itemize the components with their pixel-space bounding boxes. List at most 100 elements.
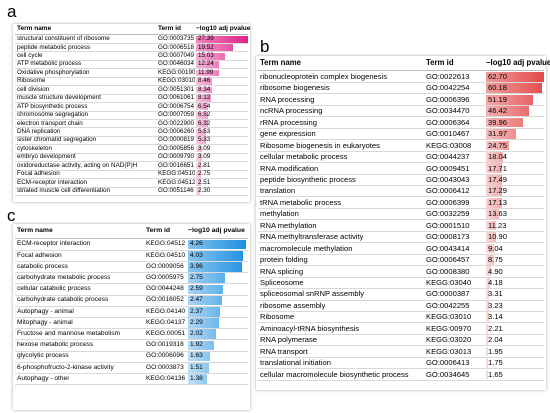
term-id: GO:0006412 — [426, 186, 470, 196]
row-separator — [15, 328, 248, 330]
value-bar — [486, 129, 516, 139]
term-name: Oxidative phosphorylation — [17, 68, 90, 76]
term-id: GO:0016052 — [146, 296, 184, 304]
term-name: ribosome assembly — [260, 300, 326, 310]
pvalue: 6.52 — [198, 111, 211, 119]
panel-c-label: c — [7, 206, 16, 225]
value-bar — [486, 197, 502, 208]
term-id: GO:0022613 — [426, 71, 470, 81]
term-name: Autophagy - animal — [17, 307, 74, 315]
term-id: GO:0043414 — [426, 243, 470, 253]
value-bar — [486, 346, 489, 357]
pvalue: 2.75 — [198, 170, 211, 178]
term-name: 6-phosphofructo-2-kinase activity — [17, 363, 114, 371]
pvalue: 8.46 — [198, 77, 211, 85]
pvalue: 4.26 — [190, 240, 203, 248]
term-id: KEGG:04136 — [146, 374, 186, 382]
row-separator — [15, 59, 248, 61]
row-separator — [15, 127, 248, 129]
term-name: RNA modification — [260, 163, 319, 173]
value-bar — [196, 94, 212, 102]
value-bar — [196, 179, 201, 187]
term-name: spliceosomal snRNP assembly — [260, 289, 365, 299]
header-term-id: Term id — [426, 58, 454, 68]
term-id: GO:0051301 — [158, 85, 195, 93]
value-bar — [486, 369, 489, 380]
term-id: GO:0019318 — [146, 341, 184, 349]
term-name: Spliceosome — [260, 278, 304, 288]
row-separator — [15, 260, 248, 262]
value-bar — [486, 71, 544, 82]
term-id: GO:0051146 — [158, 187, 194, 195]
value-bar — [486, 335, 489, 345]
pvalue: 11.23 — [488, 220, 507, 230]
term-id: GO:0022900 — [158, 119, 195, 127]
term-name: ribonucleoprotein complex biogenesis — [260, 71, 388, 81]
term-name: ECM-receptor interaction — [17, 178, 87, 186]
pvalue: 13.63 — [488, 209, 508, 219]
pvalue: 3.31 — [488, 289, 503, 299]
term-name: Autophagy - other — [17, 374, 70, 382]
term-name: RNA methylation — [260, 220, 317, 230]
term-id: GO:0006396 — [426, 94, 470, 104]
term-id: GO:0006260 — [158, 128, 195, 136]
row-separator — [15, 283, 248, 285]
pvalue: 3.14 — [488, 312, 503, 322]
row-separator — [15, 361, 248, 363]
row-separator — [15, 350, 248, 352]
term-id: GO:0006096 — [146, 352, 184, 360]
term-name: RNA methyltransferase activity — [260, 232, 364, 242]
row-separator — [15, 272, 248, 274]
table-header: Term name Term id −log10 adj pvalue — [13, 224, 250, 238]
header-term-name: Term name — [17, 226, 53, 234]
term-id: GO:0007059 — [158, 111, 195, 119]
term-id: GO:0009056 — [146, 262, 184, 270]
row-separator — [15, 161, 248, 163]
term-name: cell cycle — [17, 51, 43, 59]
term-id: KEGG:04510 — [158, 170, 196, 178]
table-a: Term name Term id −log10 adj pvalue structu… — [13, 24, 250, 202]
pvalue: 18.04 — [488, 152, 508, 162]
value-bar — [486, 300, 489, 311]
term-name: translational initiation — [260, 358, 331, 368]
panel-b-label: b — [260, 37, 270, 56]
value-bar — [188, 318, 220, 328]
row-separator — [15, 384, 248, 386]
pvalue: 27.39 — [198, 35, 214, 43]
term-id: KEGG:04512 — [146, 240, 186, 248]
row-separator — [258, 81, 544, 83]
value-bar — [196, 78, 213, 85]
term-name: ribosome biogenesis — [260, 83, 330, 93]
pvalue: 17.71 — [488, 163, 508, 173]
row-separator — [258, 230, 544, 232]
pvalue: 2.47 — [190, 296, 203, 304]
pvalue: 19.52 — [198, 43, 214, 51]
term-name: Ribosome — [17, 77, 46, 85]
term-name: carbohydrate metabolic process — [17, 273, 111, 281]
pvalue: 1.65 — [488, 369, 503, 379]
value-bar — [196, 120, 208, 128]
term-id: GO:0008173 — [426, 232, 470, 242]
table-b: Term name Term id −log10 adj pvalue ribonuc… — [256, 56, 550, 390]
pvalue: 2.51 — [198, 178, 211, 186]
pvalue: 1.95 — [488, 346, 503, 356]
value-bar — [486, 151, 503, 162]
value-bar — [196, 61, 220, 68]
header-term-name: Term name — [260, 58, 302, 68]
value-bar — [196, 137, 207, 145]
pvalue: 11.99 — [198, 68, 214, 76]
term-name: carbohydrate catabolic process — [17, 296, 109, 304]
value-bar — [196, 52, 225, 60]
term-name: striated muscle cell differentiation — [17, 187, 110, 195]
row-separator — [15, 178, 248, 180]
value-bar — [188, 295, 222, 306]
term-name: structural constituent of ribosome — [17, 35, 110, 43]
row-separator — [258, 288, 544, 290]
pvalue: 24.75 — [488, 140, 508, 150]
term-id: KEGG:00190 — [158, 68, 196, 76]
value-bar — [486, 163, 503, 174]
header-pvalue: −log10 adj pvalue — [486, 58, 550, 68]
pvalue: 46.42 — [488, 106, 508, 116]
term-name: Mitophagy - animal — [17, 318, 73, 326]
term-id: KEGG:04140 — [146, 307, 186, 315]
